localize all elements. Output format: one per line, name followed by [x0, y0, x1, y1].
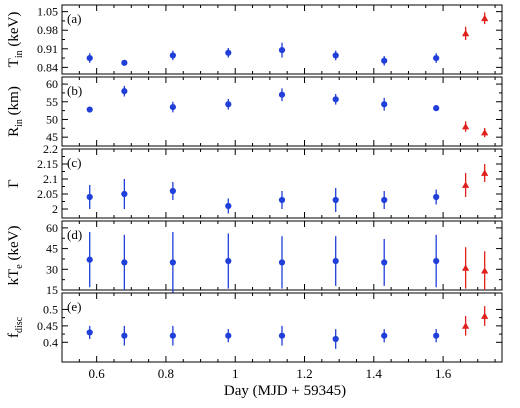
y-tick-label: 0.4 — [43, 335, 58, 349]
data-point-circle — [169, 103, 176, 111]
y-tick-label: 0.98 — [37, 23, 58, 37]
y-tick-label: 2.2 — [43, 142, 58, 156]
data-point-circle — [225, 101, 232, 108]
data-point-triangle — [481, 312, 489, 319]
panel-frame — [61, 4, 503, 75]
data-point-circle — [86, 106, 93, 113]
data-point-circle — [278, 332, 286, 339]
data-point-circle — [86, 54, 93, 62]
y-tick-label: 2.05 — [37, 187, 58, 201]
data-point-circle — [169, 259, 176, 266]
data-point-circle — [121, 59, 128, 66]
data-point-triangle — [462, 322, 470, 329]
data-point-circle — [225, 332, 232, 339]
data-point-circle — [169, 187, 176, 195]
data-point-circle — [332, 196, 339, 204]
data-point-circle — [381, 259, 388, 266]
data-point-circle — [86, 193, 93, 201]
panel-e: 0.4 0.45 0.5 (e) fdisc — [6, 292, 503, 363]
y-axis-label: Tin (keV) — [6, 12, 25, 68]
data-point-circle — [121, 88, 128, 95]
y-tick-label: 60 — [46, 221, 58, 235]
x-tick-label: 0.8 — [158, 366, 174, 381]
panel-label: (d) — [67, 227, 82, 242]
data-point-circle — [433, 193, 440, 201]
data-point-circle — [121, 190, 128, 198]
data-point-circle — [433, 105, 440, 112]
x-tick-label: 1.6 — [435, 366, 452, 381]
data-point-circle — [332, 96, 339, 103]
data-point-circle — [225, 257, 232, 265]
data-point-circle — [381, 57, 388, 64]
y-tick-label: 55 — [46, 95, 58, 109]
y-tick-label: 0.84 — [37, 60, 58, 74]
y-tick-label: 45 — [46, 242, 58, 256]
y-tick-label: 0.5 — [43, 302, 58, 316]
x-tick-label: 1.4 — [366, 366, 383, 381]
data-point-circle — [332, 335, 339, 343]
panel-frame — [61, 148, 503, 219]
panel-c: 22.052.12.152.2 (c) Γ — [6, 142, 503, 219]
y-tick-label: 2.15 — [37, 157, 58, 171]
data-point-triangle — [462, 29, 470, 37]
data-point-circle — [381, 332, 388, 339]
data-point-circle — [278, 47, 286, 54]
y-tick-label: 2 — [52, 202, 58, 216]
data-point-circle — [381, 101, 388, 108]
y-axis-label: fdisc — [6, 316, 25, 338]
data-point-circle — [121, 259, 128, 266]
panel-label: (b) — [67, 83, 82, 98]
y-tick-label: 1.05 — [37, 5, 58, 19]
data-point-circle — [433, 54, 440, 62]
y-tick-label: 45 — [46, 130, 58, 144]
panel-label: (a) — [67, 11, 81, 26]
x-tick-label: 1 — [232, 366, 239, 381]
data-point-circle — [278, 91, 286, 98]
y-tick-label: 0.45 — [37, 319, 58, 333]
panel-frame — [61, 76, 503, 147]
data-point-circle — [225, 49, 232, 56]
panel-frame — [61, 220, 503, 291]
y-axis-label: kTe (keV) — [6, 226, 25, 286]
y-tick-label: 0.91 — [37, 42, 58, 56]
data-point-circle — [381, 196, 388, 204]
data-point-triangle — [481, 128, 489, 136]
data-point-triangle — [481, 267, 489, 274]
y-tick-label: 2.1 — [43, 172, 58, 186]
x-tick-label: 1.2 — [296, 366, 312, 381]
data-point-triangle — [481, 14, 489, 22]
x-tick-label: 0.6 — [89, 366, 106, 381]
y-tick-label: 60 — [46, 77, 58, 91]
data-point-circle — [169, 52, 176, 59]
y-tick-label: 15 — [46, 283, 58, 297]
data-point-circle — [278, 259, 286, 266]
data-point-circle — [332, 257, 339, 265]
data-point-circle — [86, 256, 93, 263]
panel-d: 15 30 45 60 (d) kTe (keV) — [6, 220, 503, 297]
y-axis-label: Rin (km) — [6, 86, 25, 137]
data-point-circle — [433, 332, 440, 339]
data-point-circle — [169, 332, 176, 339]
y-tick-label: 30 — [46, 262, 58, 276]
panel-frame — [61, 292, 503, 363]
data-point-circle — [278, 196, 286, 204]
data-point-circle — [121, 332, 128, 339]
panel-label: (e) — [67, 299, 81, 314]
data-point-triangle — [462, 264, 470, 271]
y-axis-label: Γ — [6, 179, 22, 188]
data-point-circle — [433, 257, 440, 265]
data-point-circle — [86, 329, 93, 336]
data-point-triangle — [481, 169, 489, 176]
data-point-triangle — [462, 181, 470, 188]
data-point-circle — [225, 202, 232, 210]
x-axis-label: Day (MJD + 59345) — [224, 383, 346, 399]
panel-b: 45 50 55 60 (b) Rin (km) — [6, 76, 503, 147]
data-point-triangle — [462, 122, 470, 130]
panel-a: 0.84 0.91 0.98 1.05 (a) Tin (keV) — [6, 4, 503, 75]
panel-label: (c) — [67, 155, 81, 170]
y-tick-label: 50 — [46, 112, 58, 126]
data-point-circle — [332, 52, 339, 59]
